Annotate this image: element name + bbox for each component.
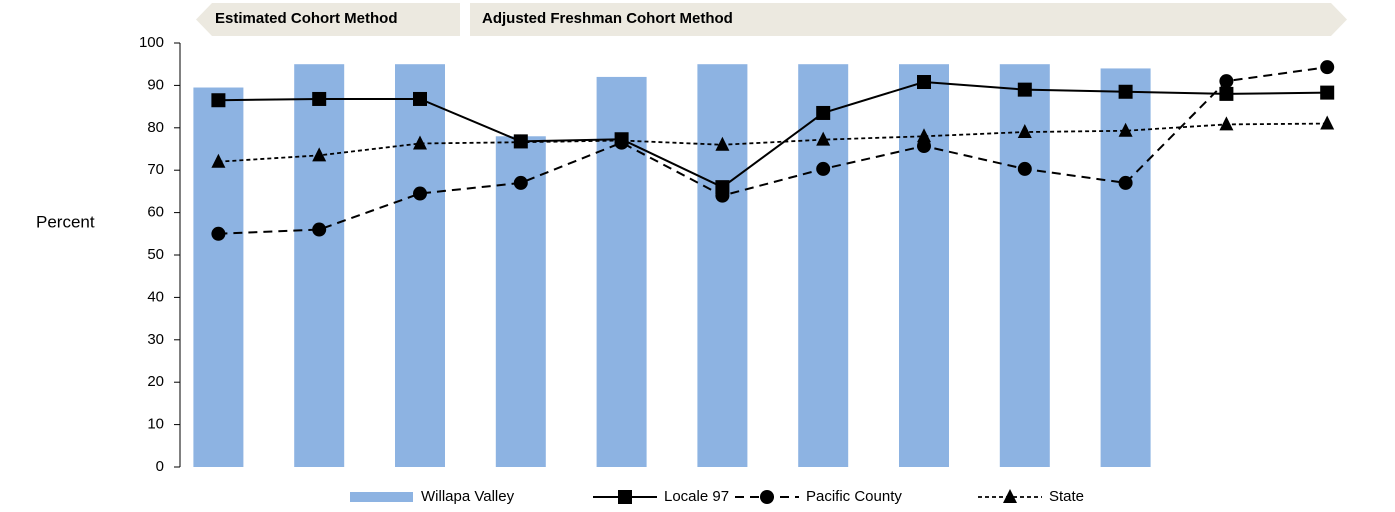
- marker: [312, 147, 327, 162]
- banner: [196, 3, 460, 36]
- marker: [1219, 74, 1234, 89]
- marker: [715, 136, 730, 151]
- legend-swatch: [350, 492, 413, 502]
- marker: [816, 131, 831, 146]
- line: [218, 122, 1328, 163]
- marker: [211, 93, 226, 108]
- banner-label: Estimated Cohort Method: [215, 10, 398, 27]
- y-tick-label: 0: [156, 458, 164, 475]
- marker: [715, 188, 730, 203]
- bar: [294, 64, 345, 467]
- y-axis-label: Percent: [36, 212, 95, 231]
- marker: [1320, 85, 1335, 100]
- bar: [798, 64, 849, 467]
- bar: [899, 64, 949, 467]
- y-tick-label: 30: [147, 331, 164, 348]
- y-tick-label: 80: [147, 119, 164, 136]
- marker: [1118, 175, 1133, 190]
- legend-marker: [618, 490, 632, 504]
- banner: [470, 3, 1347, 36]
- marker: [1118, 84, 1133, 99]
- marker: [1219, 86, 1234, 101]
- marker: [312, 91, 327, 106]
- marker: [413, 135, 427, 150]
- y-tick-label: 60: [147, 204, 164, 221]
- bar: [395, 64, 445, 467]
- marker: [1320, 60, 1335, 75]
- y-tick-label: 70: [147, 161, 164, 178]
- legend-label: Willapa Valley: [421, 488, 515, 505]
- marker: [1118, 122, 1133, 137]
- marker: [513, 134, 528, 149]
- marker: [413, 91, 427, 106]
- marker: [211, 153, 226, 168]
- y-tick-label: 10: [147, 416, 164, 433]
- marker: [1017, 161, 1032, 176]
- y-tick-label: 90: [147, 76, 164, 93]
- marker: [1017, 82, 1032, 97]
- y-tick-label: 40: [147, 288, 164, 305]
- marker: [1017, 124, 1032, 139]
- marker: [816, 161, 831, 176]
- legend-label: Locale 97: [664, 488, 729, 505]
- marker: [917, 128, 931, 143]
- legend-label: State: [1049, 488, 1084, 505]
- legend-marker: [760, 490, 774, 504]
- bar: [495, 136, 546, 467]
- marker: [917, 75, 931, 90]
- bar: [697, 64, 748, 467]
- marker: [1320, 115, 1335, 130]
- line: [218, 80, 1328, 189]
- line: [218, 66, 1328, 235]
- marker: [1219, 116, 1234, 131]
- y-tick-label: 50: [147, 246, 164, 263]
- marker: [917, 139, 931, 154]
- marker: [312, 222, 327, 237]
- y-tick-label: 20: [147, 373, 164, 390]
- marker: [513, 175, 528, 190]
- marker: [413, 186, 427, 201]
- marker: [816, 105, 831, 120]
- legend-marker: [1003, 489, 1017, 503]
- banner-label: Adjusted Freshman Cohort Method: [482, 10, 733, 27]
- marker: [614, 132, 629, 147]
- marker: [211, 226, 226, 241]
- legend-label: Pacific County: [806, 488, 902, 505]
- y-tick-label: 100: [139, 34, 164, 51]
- bar: [193, 87, 244, 468]
